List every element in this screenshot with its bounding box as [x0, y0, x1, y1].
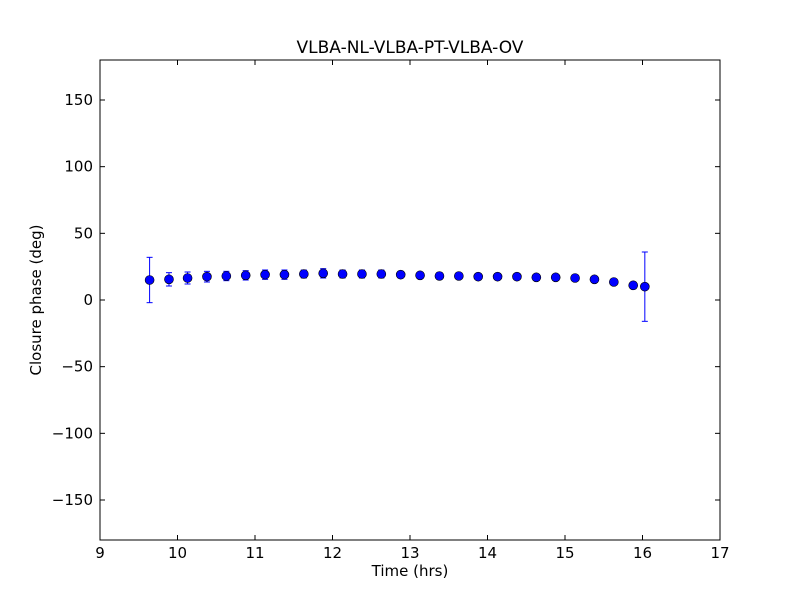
data-point: [570, 273, 580, 283]
data-point: [357, 269, 367, 279]
data-point: [628, 280, 639, 291]
x-tick-label: 15: [555, 544, 574, 562]
data-point: [260, 269, 270, 280]
y-tick-label: −100: [52, 424, 93, 442]
data-point: [318, 268, 329, 279]
data-point: [395, 269, 406, 280]
data-point: [492, 271, 503, 282]
x-tick-label: 14: [478, 544, 497, 562]
data-layer: [144, 251, 650, 322]
data-point: [415, 270, 425, 281]
y-tick-label: −150: [52, 491, 93, 509]
x-tick-label: 16: [633, 544, 652, 562]
y-tick-label: 100: [64, 158, 93, 176]
data-point: [202, 271, 212, 282]
y-tick-label: 150: [64, 91, 93, 109]
data-point: [454, 271, 464, 281]
y-axis-label: Closure phase (deg): [27, 225, 45, 376]
data-point: [589, 274, 600, 285]
x-axis-label: Time (hrs): [371, 562, 449, 580]
data-point: [434, 271, 445, 281]
data-point: [299, 269, 309, 279]
y-tick-label: 0: [83, 291, 93, 309]
data-point: [512, 271, 522, 282]
data-point: [144, 275, 155, 285]
data-point: [550, 272, 561, 283]
data-point: [531, 272, 542, 283]
ticks-layer: 9 10 11 12 13 14 15 16 17 −150 −100 −50 0 50 100 150: [52, 60, 730, 562]
x-tick-label: 11: [245, 544, 264, 562]
x-tick-label: 17: [710, 544, 729, 562]
data-point: [640, 281, 650, 292]
data-point: [376, 269, 387, 279]
y-tick-label: 50: [74, 224, 93, 242]
data-point: [164, 274, 174, 285]
x-tick-label: 13: [400, 544, 419, 562]
data-point: [473, 271, 484, 282]
data-point: [337, 269, 348, 279]
data-point: [182, 273, 193, 283]
data-point: [609, 277, 619, 287]
y-tick-label: −50: [61, 358, 93, 376]
data-point: [221, 271, 232, 281]
plot-frame: [99, 59, 721, 541]
data-point: [240, 270, 251, 281]
chart-title: VLBA-NL-VLBA-PT-VLBA-OV: [297, 38, 524, 58]
x-tick-label: 10: [168, 544, 187, 562]
x-tick-label: 12: [323, 544, 342, 562]
x-tick-label: 9: [95, 544, 105, 562]
data-point: [279, 269, 290, 280]
